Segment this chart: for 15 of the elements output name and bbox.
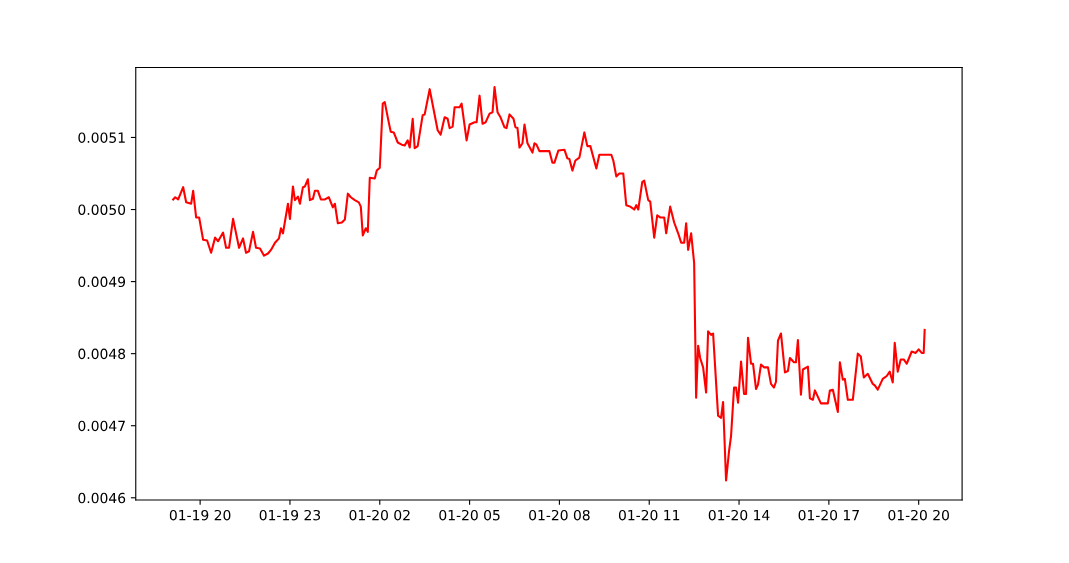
- y-tick-label: 0.0046: [78, 492, 126, 504]
- x-tick-label: 01-20 05: [439, 509, 500, 521]
- y-tick-label: 0.0049: [78, 276, 126, 288]
- x-tick-label: 01-20 20: [888, 509, 949, 521]
- x-tick-label: 01-20 11: [618, 509, 680, 521]
- x-tick-label: 01-20 08: [529, 509, 590, 521]
- x-tick-label: 01-20 14: [708, 509, 770, 521]
- x-tick-label: 01-20 17: [798, 509, 859, 521]
- x-tick-label: 01-19 23: [259, 509, 321, 521]
- y-tick-label: 0.0050: [78, 204, 126, 215]
- x-tick-label: 01-19 20: [169, 509, 231, 521]
- y-tick-label: 0.0048: [78, 348, 126, 360]
- x-tick-label: 01-20 02: [349, 509, 410, 521]
- y-tick-label: 0.0047: [78, 420, 125, 432]
- y-tick-label: 0.0051: [78, 132, 125, 143]
